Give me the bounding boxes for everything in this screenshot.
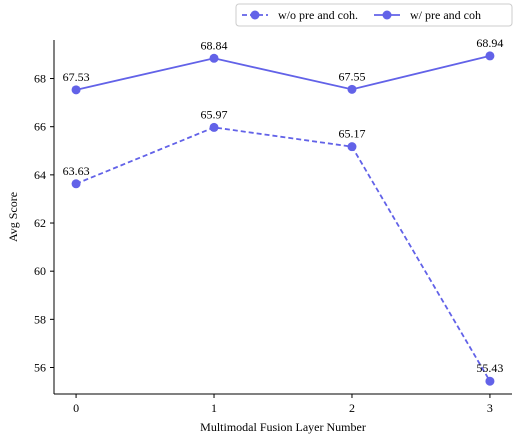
y-ticks: 56 58 60 62 64 66 68 <box>34 72 54 375</box>
data-label: 65.17 <box>338 127 365 141</box>
data-point <box>209 122 219 132</box>
data-label: 65.97 <box>201 107 228 121</box>
series-layer <box>71 51 495 386</box>
y-tick-label: 60 <box>34 264 46 278</box>
legend-label-series-0: w/o pre and coh. <box>278 8 358 22</box>
y-axis-label: Avg Score <box>6 192 20 242</box>
x-tick-label: 1 <box>211 401 217 415</box>
data-label: 67.55 <box>338 69 365 83</box>
series-line-0 <box>75 126 491 382</box>
data-point <box>485 51 495 61</box>
y-tick-label: 58 <box>34 312 46 326</box>
data-point <box>209 53 219 63</box>
data-point <box>71 179 81 189</box>
data-point <box>485 376 495 386</box>
data-point <box>71 85 81 95</box>
data-label: 68.94 <box>476 36 503 50</box>
legend-marker-series-0 <box>250 10 260 20</box>
y-tick-label: 56 <box>34 361 46 375</box>
y-tick-label: 68 <box>34 72 46 86</box>
data-labels: 63.63 65.97 65.17 55.43 67.53 68.84 67.55 68.94 <box>63 36 504 375</box>
y-tick-label: 64 <box>34 168 46 182</box>
x-ticks: 0 1 2 3 <box>73 394 493 415</box>
y-tick-label: 62 <box>34 216 46 230</box>
x-tick-label: 0 <box>73 401 79 415</box>
data-point <box>347 84 357 94</box>
legend-label-series-1: w/ pre and coh <box>410 8 481 22</box>
y-tick-label: 66 <box>34 120 46 134</box>
series-line-1 <box>75 55 491 91</box>
data-label: 63.63 <box>63 164 90 178</box>
x-axis-label: Multimodal Fusion Layer Number <box>200 420 366 434</box>
data-label: 67.53 <box>63 70 90 84</box>
data-label: 68.84 <box>201 38 228 52</box>
data-point <box>347 142 357 152</box>
legend-marker-series-1 <box>382 10 392 20</box>
x-tick-label: 3 <box>487 401 493 415</box>
legend: w/o pre and coh. w/ pre and coh <box>235 3 513 27</box>
x-tick-label: 2 <box>349 401 355 415</box>
data-label: 55.43 <box>476 361 503 375</box>
